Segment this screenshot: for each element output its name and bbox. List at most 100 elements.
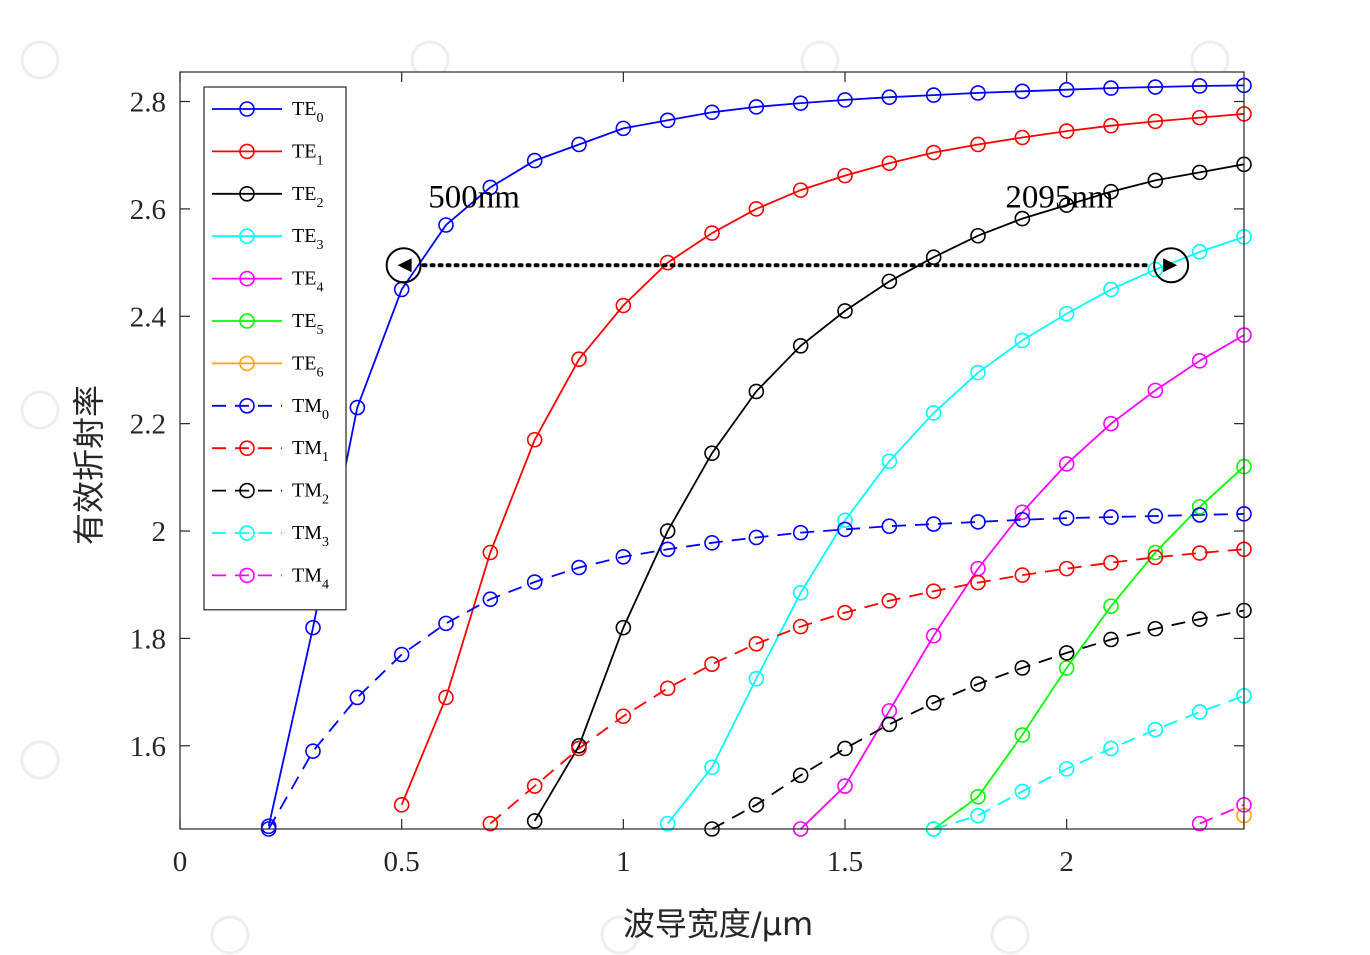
data-point-tm0 (393, 646, 410, 663)
data-point-te3 (1147, 261, 1164, 278)
data-point-te4 (1191, 353, 1208, 369)
data-point-te4 (1103, 415, 1119, 432)
data-point-tm0 (1014, 511, 1031, 528)
data-point-te3 (925, 405, 942, 421)
data-point-tm1 (792, 618, 809, 635)
series-line-te3 (666, 235, 1244, 825)
plot-frame (179, 71, 1245, 830)
data-point-te3 (792, 584, 809, 601)
legend-label-subscript: 0 (316, 111, 323, 126)
data-point-tm0 (438, 615, 454, 632)
legend-swatch-marker (239, 355, 255, 372)
arrow-end-circle (1153, 247, 1190, 284)
data-point-te1 (482, 544, 499, 561)
legend-label-name: TM (292, 564, 322, 586)
data-point-tm1 (571, 740, 587, 757)
data-point-te1 (659, 254, 676, 271)
data-point-te0 (704, 104, 720, 121)
data-point-te0 (925, 87, 942, 103)
legend-label-subscript: 5 (316, 323, 323, 338)
legend-swatch-marker (239, 567, 255, 584)
legend-label-subscript: 1 (316, 153, 323, 168)
data-point-te0 (1103, 80, 1119, 96)
data-point-tm3 (1103, 740, 1119, 757)
y-tick-label: 2.2 (130, 409, 166, 441)
data-point-te1 (748, 201, 765, 217)
watermark-logo-icon (20, 40, 60, 80)
legend-label-subscript: 0 (322, 408, 329, 423)
legend-entry-te4: TE4 (212, 268, 323, 296)
x-tick-label: 2 (1059, 846, 1074, 878)
data-point-te4 (1147, 382, 1164, 399)
watermark-logo-icon (210, 915, 250, 955)
data-point-te1 (1058, 123, 1075, 139)
data-point-te0 (571, 136, 587, 153)
data-point-tm2 (837, 740, 853, 757)
legend-label-name: TE (292, 352, 316, 374)
data-point-tm1 (837, 604, 853, 621)
legend-label: TE1 (292, 140, 323, 168)
data-point-tm0 (305, 743, 321, 759)
legend-label: TM3 (292, 522, 329, 550)
legend-entry-te6: TE6 (212, 352, 323, 380)
legend-entry-te2: TE2 (212, 183, 323, 211)
data-point-tm0 (837, 521, 853, 538)
data-point-tm1 (615, 708, 632, 725)
data-point-tm0 (970, 514, 986, 530)
data-point-tm0 (925, 516, 942, 532)
data-point-tm1 (881, 593, 898, 609)
data-point-te0 (792, 95, 809, 111)
legend-label: TE5 (292, 310, 323, 338)
legend-label-subscript: 3 (316, 238, 323, 253)
legend-swatch-marker (239, 397, 255, 414)
data-point-te0 (659, 112, 676, 129)
legend-label: TE4 (292, 268, 323, 296)
legend-entry-te5: TE5 (212, 310, 323, 338)
watermark-logo-icon (20, 740, 60, 780)
data-point-tm2 (970, 676, 986, 692)
legend-label-name: TM (292, 522, 322, 544)
data-point-te1 (1014, 129, 1031, 146)
data-point-te5 (1014, 727, 1031, 743)
y-tick-label: 2.6 (130, 194, 166, 226)
data-point-te0 (1147, 79, 1164, 95)
data-point-tm1 (659, 680, 676, 697)
data-point-te1 (526, 431, 543, 448)
data-point-te2 (792, 338, 809, 354)
data-point-tm2 (881, 716, 898, 733)
data-point-te4 (1014, 504, 1031, 521)
data-point-tm0 (881, 518, 898, 535)
data-point-te1 (837, 167, 853, 184)
data-point-te5 (1147, 544, 1164, 561)
data-point-tm1 (970, 574, 986, 591)
data-point-tm2 (748, 797, 765, 813)
data-point-te3 (881, 453, 898, 470)
legend-label: TM0 (292, 395, 329, 423)
data-point-tm4 (1191, 815, 1208, 832)
data-point-te1 (792, 182, 809, 198)
data-point-tm0 (482, 591, 499, 608)
legend-label-subscript: 1 (322, 450, 329, 465)
legend-label: TE3 (292, 225, 323, 253)
data-point-te0 (748, 99, 765, 115)
data-point-tm0 (704, 535, 720, 551)
legend-label-name: TE (292, 98, 316, 120)
data-point-tm0 (526, 574, 543, 590)
data-point-te0 (837, 92, 853, 108)
data-point-te3 (659, 815, 676, 832)
data-point-tm1 (482, 815, 499, 832)
data-point-te2 (1014, 210, 1031, 227)
legend-swatch-marker (239, 186, 255, 202)
data-point-tm0 (349, 689, 366, 706)
y-tick-label: 2 (152, 516, 167, 548)
data-point-te0 (881, 89, 898, 106)
data-point-te3 (1014, 332, 1031, 349)
watermark-logo-icon (990, 915, 1030, 955)
series-line-tm2 (711, 609, 1244, 829)
data-point-tm3 (1058, 761, 1075, 777)
annotation-label: 2095nm (1005, 180, 1113, 216)
legend-label: TE0 (292, 98, 323, 126)
legend-swatch-marker (239, 482, 255, 499)
data-point-tm1 (1147, 549, 1164, 566)
data-point-tm2 (1191, 611, 1208, 627)
